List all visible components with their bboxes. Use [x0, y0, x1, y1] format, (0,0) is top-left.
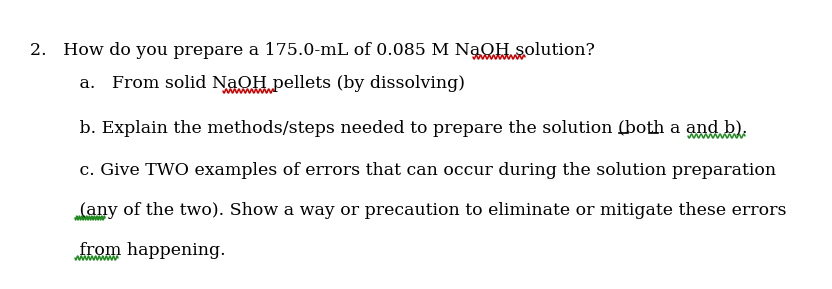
Text: 2.   How do you prepare a 175.0-mL of 0.085 M NaOH solution?: 2. How do you prepare a 175.0-mL of 0.08… — [30, 42, 595, 59]
Text: (any of the two). Show a way or precaution to eliminate or mitigate these errors: (any of the two). Show a way or precauti… — [30, 202, 786, 219]
Text: a.   From solid NaOH pellets (by dissolving): a. From solid NaOH pellets (by dissolvin… — [30, 75, 465, 92]
Text: b. Explain the methods/steps needed to prepare the solution (both a and b).: b. Explain the methods/steps needed to p… — [30, 120, 747, 137]
Text: c. Give TWO examples of errors that can occur during the solution preparation: c. Give TWO examples of errors that can … — [30, 162, 776, 179]
Text: from happening.: from happening. — [30, 242, 225, 259]
